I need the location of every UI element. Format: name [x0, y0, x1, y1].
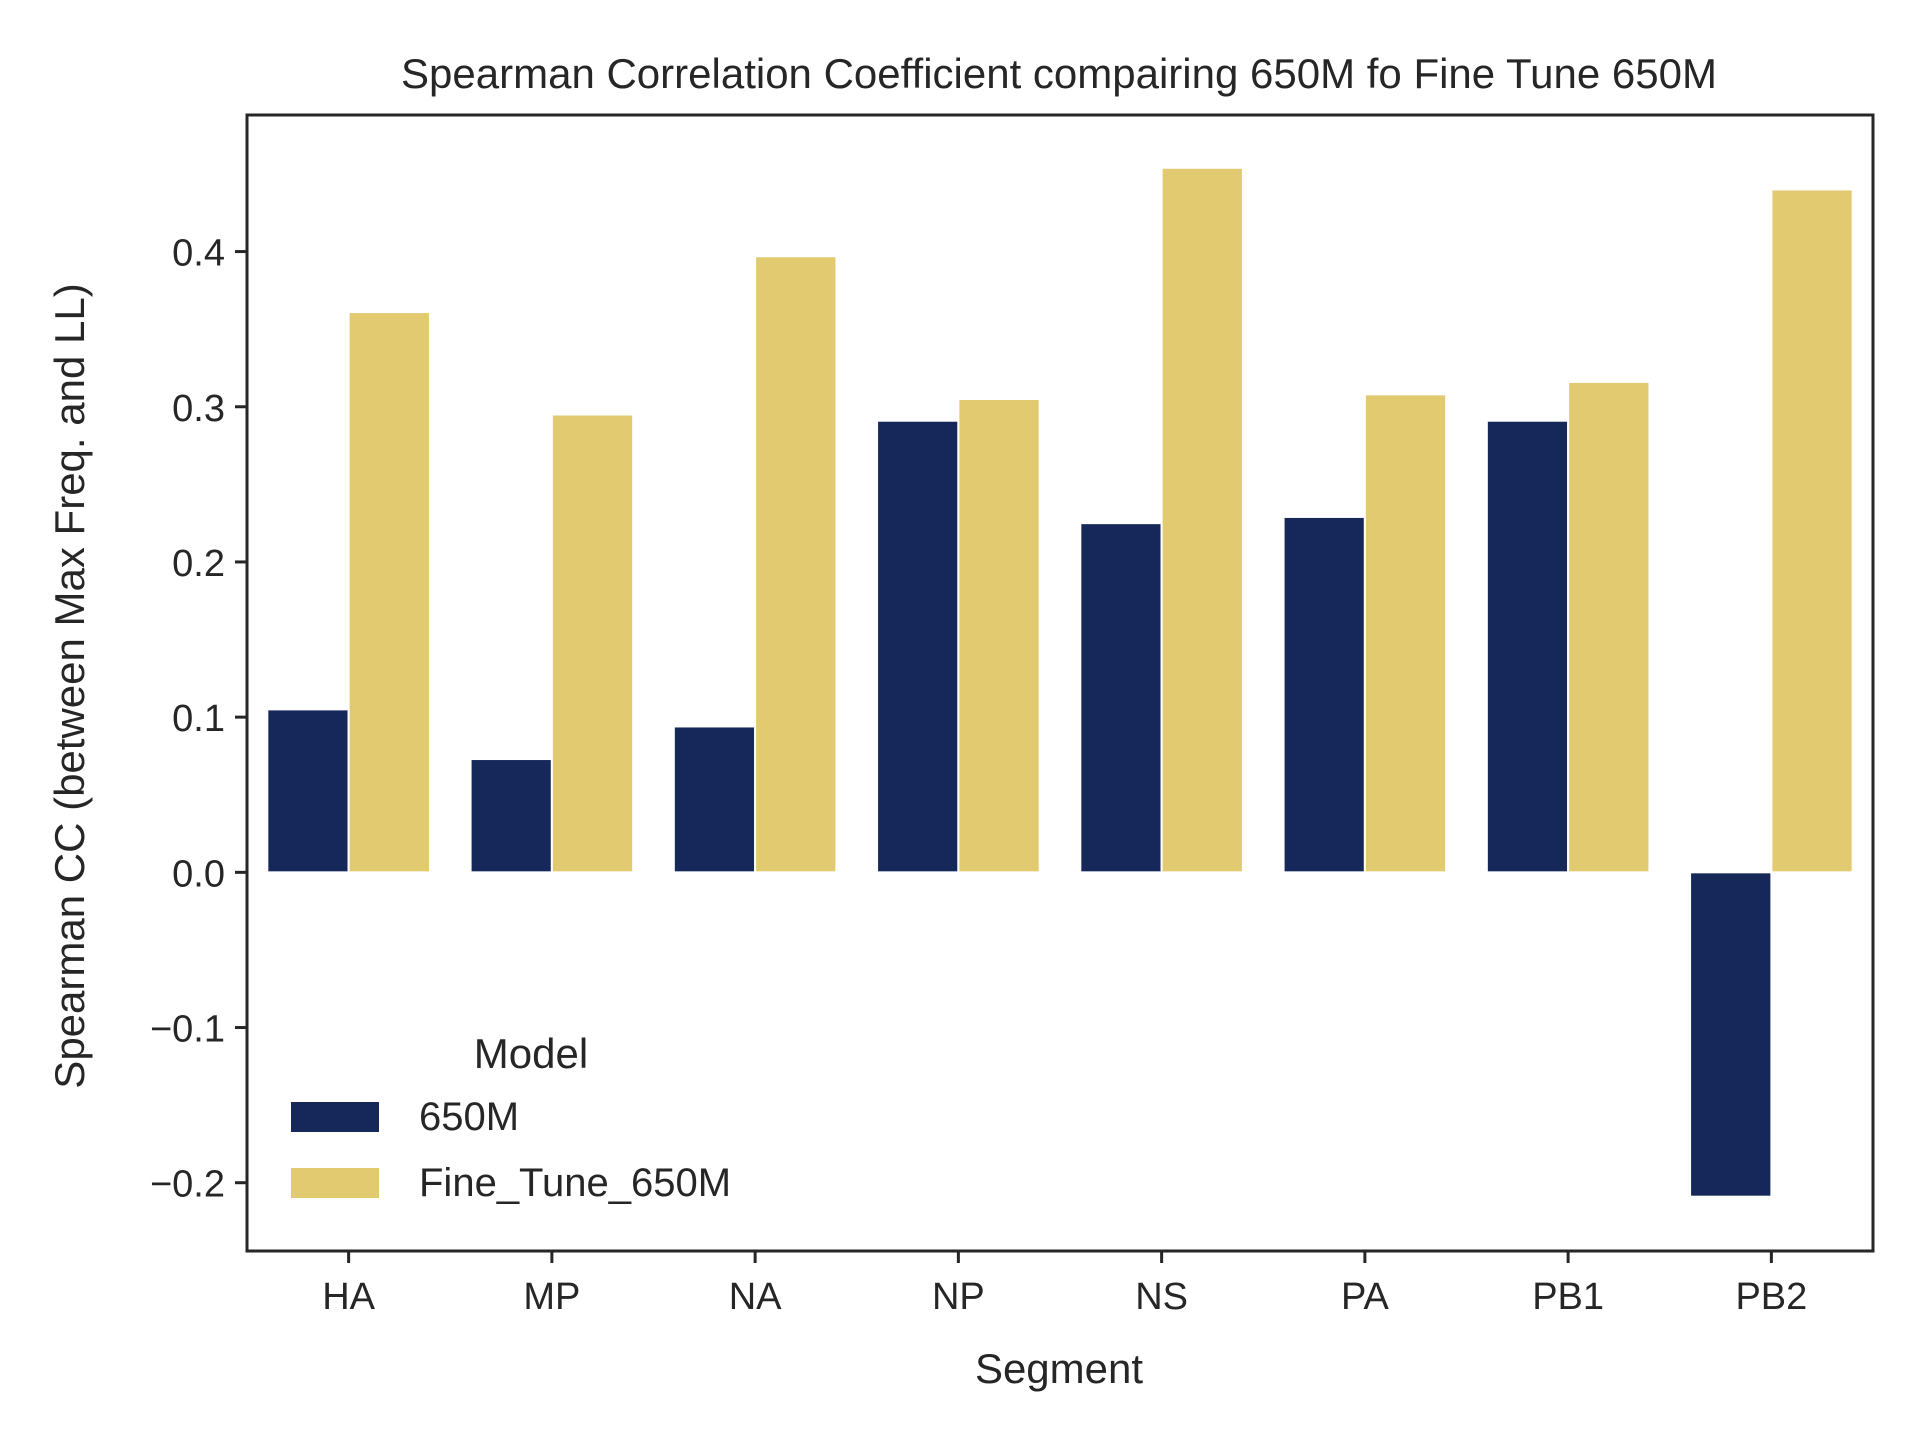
legend: Model 650M Fine_Tune_650M: [291, 1030, 731, 1205]
bar-fine-tune-650m-np: [957, 398, 1041, 874]
bar-650m-pa: [1282, 515, 1366, 874]
bar-650m-na: [672, 725, 757, 874]
y-tick-label: 0.2: [172, 543, 225, 585]
legend-swatch: [291, 1102, 379, 1132]
plot-frame: [245, 113, 1875, 1253]
x-tick-label: NP: [932, 1276, 985, 1318]
bar-650m-ns: [1079, 522, 1163, 874]
chart-title: Spearman Correlation Coefficient compair…: [401, 50, 1717, 97]
x-tick-label: NA: [729, 1276, 782, 1318]
y-tick-label: 0.4: [172, 233, 225, 275]
bar-650m-np: [876, 419, 960, 874]
bar-fine-tune-650m-pb2: [1770, 188, 1854, 874]
x-tick-label: NS: [1135, 1276, 1188, 1318]
bar-fine-tune-650m-mp: [550, 413, 635, 874]
legend-swatch: [291, 1168, 379, 1198]
bar-650m-pb1: [1485, 419, 1570, 874]
x-tick-label: PB2: [1735, 1276, 1807, 1318]
bar-fine-tune-650m-ns: [1160, 166, 1244, 874]
bars: [266, 166, 1854, 1198]
y-tick-label: 0.3: [172, 388, 225, 430]
y-tick-label: −0.1: [150, 1009, 225, 1051]
x-axis-ticks: HA MP NA NP NS PA PB1 PB2: [322, 1251, 1807, 1318]
y-tick-label: −0.2: [150, 1164, 225, 1206]
x-tick-label: MP: [523, 1276, 580, 1318]
legend-label: 650M: [419, 1095, 519, 1139]
bar-fine-tune-650m-na: [754, 255, 838, 874]
legend-title: Model: [474, 1030, 588, 1077]
x-axis-label: Segment: [975, 1345, 1143, 1392]
x-tick-label: HA: [322, 1276, 375, 1318]
bar-650m-pb2: [1689, 871, 1773, 1198]
x-tick-label: PA: [1341, 1276, 1390, 1318]
y-axis-ticks: −0.2 −0.1 0.0 0.1 0.2 0.3 0.4: [150, 233, 247, 1206]
bar-650m-ha: [266, 708, 350, 874]
legend-label: Fine_Tune_650M: [419, 1161, 731, 1205]
y-axis-label: Spearman CC (between Max Freq. and LL): [46, 283, 93, 1088]
bar-fine-tune-650m-ha: [347, 311, 431, 874]
bar-fine-tune-650m-pa: [1363, 393, 1448, 874]
x-tick-label: PB1: [1532, 1276, 1604, 1318]
bar-fine-tune-650m-pb1: [1567, 380, 1651, 874]
y-tick-label: 0.0: [172, 853, 225, 895]
bar-650m-mp: [469, 758, 553, 874]
y-tick-label: 0.1: [172, 698, 225, 740]
